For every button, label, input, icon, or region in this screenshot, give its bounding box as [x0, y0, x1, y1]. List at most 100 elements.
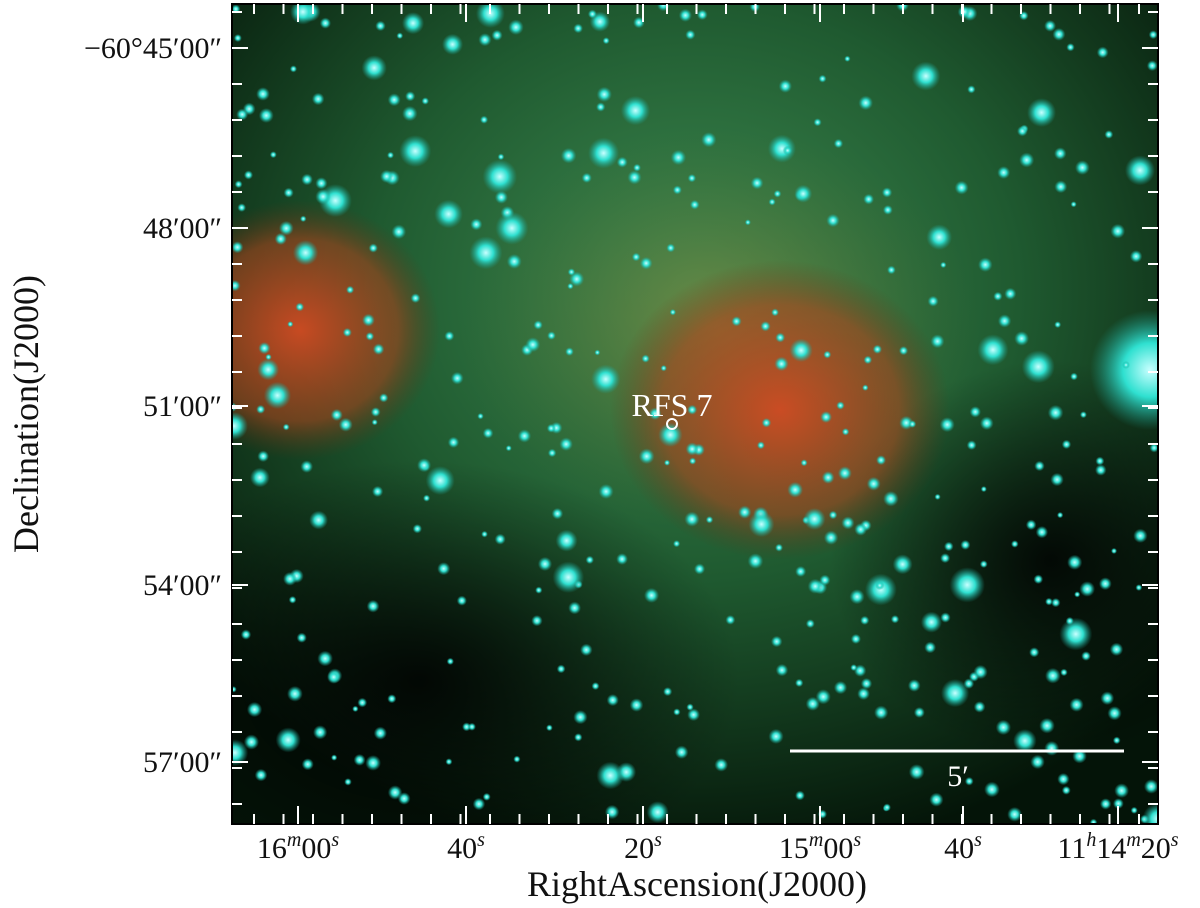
star [1089, 818, 1098, 824]
star [596, 761, 625, 790]
star [361, 313, 375, 327]
star [366, 599, 380, 613]
star [375, 20, 386, 32]
star [345, 285, 355, 294]
star [658, 422, 683, 448]
star [236, 108, 249, 121]
star [546, 724, 553, 732]
star [591, 682, 600, 691]
star [1130, 806, 1138, 814]
star [289, 65, 298, 73]
y-tick-label: 48′00″ [143, 212, 222, 245]
star [598, 483, 614, 500]
star [265, 353, 272, 361]
star [240, 629, 252, 640]
star [648, 407, 662, 421]
star [841, 516, 855, 530]
star [258, 107, 274, 123]
star [342, 327, 352, 338]
y-tick-label: −60°45′00″ [84, 32, 222, 65]
star [477, 412, 484, 420]
star [537, 556, 553, 572]
star [663, 687, 673, 697]
star [663, 459, 671, 466]
star [927, 295, 939, 307]
star [387, 151, 395, 159]
star [876, 455, 887, 466]
star [470, 218, 483, 231]
star [747, 553, 764, 569]
star [771, 308, 780, 317]
star [940, 678, 970, 708]
star [967, 85, 976, 94]
star [883, 490, 899, 507]
star [1148, 30, 1158, 40]
star [301, 173, 313, 186]
star [595, 102, 606, 112]
star [568, 601, 582, 615]
plot-frame [231, 3, 1159, 825]
star [898, 345, 909, 356]
star [803, 507, 826, 531]
star [338, 417, 353, 432]
star [761, 417, 772, 428]
star [714, 758, 729, 772]
star [674, 745, 689, 759]
star [290, 4, 316, 25]
star [1129, 250, 1143, 263]
star [1007, 806, 1023, 822]
star [299, 215, 307, 223]
star [283, 187, 294, 198]
star [450, 371, 464, 385]
star [1114, 783, 1130, 799]
star [773, 189, 782, 198]
star [275, 727, 301, 753]
star [934, 493, 941, 500]
star [594, 349, 601, 356]
star [581, 172, 592, 184]
star [596, 86, 612, 103]
star [684, 511, 700, 527]
star [849, 589, 865, 605]
star [1112, 798, 1124, 810]
star [687, 708, 700, 722]
star [1095, 456, 1105, 466]
star [694, 563, 706, 575]
star [494, 533, 506, 545]
star [866, 476, 881, 491]
x-tick-label: 16m00s [257, 829, 339, 865]
star [844, 55, 851, 62]
star [1056, 511, 1064, 519]
star [860, 615, 870, 626]
star [819, 574, 831, 586]
star [315, 188, 331, 205]
star [689, 199, 700, 210]
star [686, 703, 694, 711]
star [387, 694, 397, 704]
star [768, 198, 776, 206]
star [993, 291, 1003, 301]
star [1098, 577, 1112, 591]
star [807, 578, 823, 594]
star [467, 722, 476, 731]
star [361, 55, 387, 81]
star [929, 792, 944, 807]
star [908, 764, 925, 780]
star [858, 95, 874, 111]
star [1027, 98, 1057, 128]
star [552, 561, 585, 594]
star [1054, 321, 1062, 329]
star [1065, 616, 1074, 626]
star [770, 635, 783, 648]
star [482, 792, 491, 801]
star [738, 505, 752, 519]
star [678, 8, 692, 22]
star [352, 705, 359, 713]
star [274, 232, 287, 246]
star [641, 354, 650, 363]
star [1072, 748, 1087, 764]
star [494, 190, 508, 204]
star [517, 429, 532, 443]
star [417, 458, 432, 473]
star [326, 670, 341, 684]
